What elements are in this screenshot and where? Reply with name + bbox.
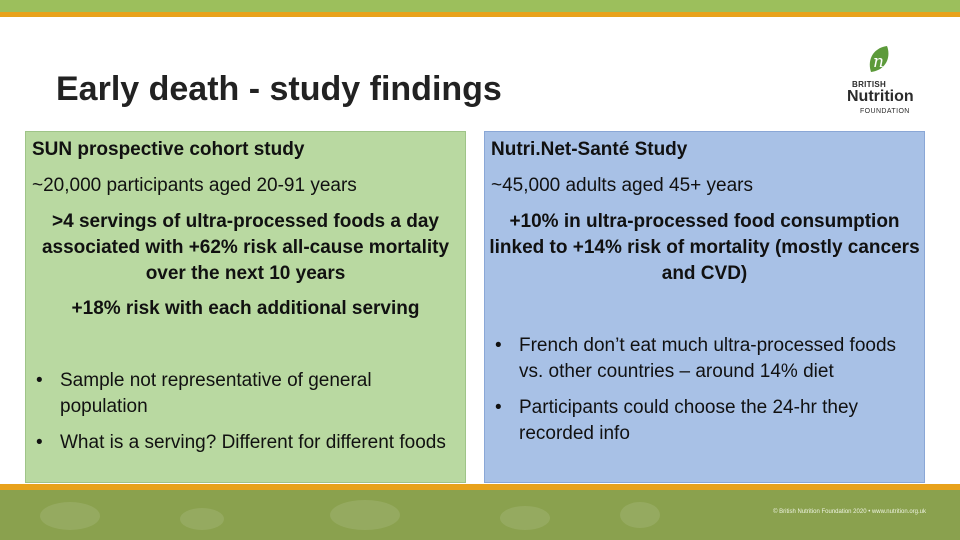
footer-leaf-pattern <box>620 502 660 528</box>
footer-leaf-pattern <box>330 500 400 530</box>
logo-mark-letter: n <box>873 52 884 72</box>
nutrinet-study-limitations: French don’t eat much ultra-processed fo… <box>489 333 914 457</box>
sun-study-panel: SUN prospective cohort study ~20,000 par… <box>25 131 466 483</box>
list-item: Sample not representative of general pop… <box>30 368 460 420</box>
list-item: Participants could choose the 24-hr they… <box>489 395 914 447</box>
logo-line-foundation: FOUNDATION <box>860 108 910 115</box>
leaf-n-logo-icon: n <box>869 46 889 72</box>
nutrinet-study-finding: +10% in ultra-processed food consumption… <box>489 211 920 284</box>
sun-study-finding: >4 servings of ultra-processed foods a d… <box>41 211 450 284</box>
footer-leaf-pattern <box>500 506 550 530</box>
sun-study-heading: SUN prospective cohort study <box>32 139 305 160</box>
footer-band: © British Nutrition Foundation 2020 • ww… <box>0 484 960 540</box>
nutrinet-study-participants: ~45,000 adults aged 45+ years <box>491 175 753 196</box>
logo-line-british: BRITISH <box>852 80 887 89</box>
top-orange-bar <box>0 12 960 17</box>
footer-leaf-pattern <box>40 502 100 530</box>
sun-study-participants: ~20,000 participants aged 20-91 years <box>32 175 357 196</box>
nutrinet-study-heading: Nutri.Net-Santé Study <box>491 139 688 160</box>
list-item: What is a serving? Different for differe… <box>30 430 460 456</box>
footer-leaf-pattern <box>180 508 224 530</box>
footer-orange-bar <box>0 484 960 490</box>
slide-title: Early death - study findings <box>56 70 502 108</box>
footer-copyright: © British Nutrition Foundation 2020 • ww… <box>773 509 926 515</box>
sun-study-additional: +18% risk with each additional serving <box>71 298 420 319</box>
list-item: French don’t eat much ultra-processed fo… <box>489 333 914 385</box>
bnf-logo: n BRITISH Nutrition FOUNDATION <box>838 46 920 118</box>
nutrinet-study-panel: Nutri.Net-Santé Study ~45,000 adults age… <box>484 131 925 483</box>
top-green-bar <box>0 0 960 12</box>
sun-study-limitations: Sample not representative of general pop… <box>30 368 460 466</box>
logo-line-nutrition: Nutrition <box>847 88 914 105</box>
